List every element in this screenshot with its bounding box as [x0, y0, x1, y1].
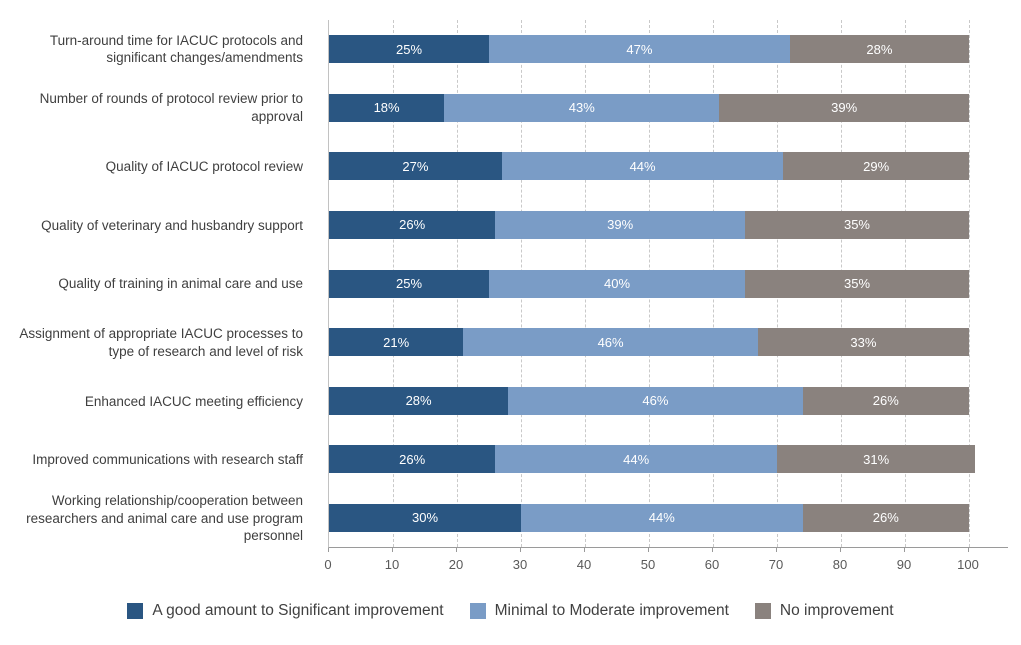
- bar-row: 21% 46% 33%: [329, 313, 1008, 372]
- bar-row: 30% 44% 26%: [329, 489, 1008, 548]
- tick-label-70: 70: [768, 557, 784, 572]
- stacked-bar: 30% 44% 26%: [329, 503, 969, 532]
- category-label: Improved communications with research st…: [32, 452, 303, 468]
- legend-swatch-dark-blue: [127, 603, 144, 619]
- bar-segment: 28%: [789, 35, 969, 64]
- stacked-bar: 25% 40% 35%: [329, 269, 969, 298]
- bar-segment: 46%: [508, 386, 803, 415]
- bar-segment: 35%: [744, 210, 969, 239]
- bar-rows: 25% 47% 28% 18% 43% 39% 27% 44% 29% 26% 39% 35% 25% 4…: [329, 20, 1008, 547]
- bar-segment: 46%: [463, 328, 758, 357]
- bar-row: 28% 46% 26%: [329, 371, 1008, 430]
- tick-mark-30: [520, 548, 521, 552]
- bar-segment: 40%: [489, 269, 745, 298]
- tick-mark-40: [584, 548, 585, 552]
- tick-label-90: 90: [896, 557, 912, 572]
- stacked-bar: 21% 46% 33%: [329, 328, 969, 357]
- legend-item-no-improvement: No improvement: [754, 602, 894, 620]
- tick-mark-100: [968, 548, 969, 552]
- bar-row: 26% 44% 31%: [329, 430, 1008, 489]
- tick-label-100: 100: [957, 557, 979, 572]
- bar-segment: 27%: [329, 152, 502, 181]
- bar-segment: 28%: [329, 386, 509, 415]
- tick-mark-0: [328, 548, 329, 552]
- legend-item-minimal-to-moderate: Minimal to Moderate improvement: [469, 602, 729, 620]
- bar-segment: 35%: [745, 269, 969, 298]
- bar-segment: 21%: [329, 328, 464, 357]
- legend-item-good-to-significant: A good amount to Significant improvement: [127, 602, 444, 620]
- bar-segment: 44%: [495, 445, 777, 474]
- bar-segment: 31%: [776, 445, 976, 474]
- tick-label-40: 40: [576, 557, 592, 572]
- bar-row: 18% 43% 39%: [329, 79, 1008, 138]
- category-label: Quality of IACUC protocol review: [105, 158, 303, 174]
- bar-segment: 47%: [489, 35, 790, 64]
- tick-label-20: 20: [448, 557, 464, 572]
- stacked-bar: 27% 44% 29%: [329, 152, 969, 181]
- stacked-bar: 28% 46% 26%: [329, 386, 969, 415]
- stacked-bar: 25% 47% 28%: [329, 35, 969, 64]
- legend-swatch-gray: [754, 603, 771, 619]
- bar-segment: 29%: [783, 152, 969, 181]
- legend-swatch-light-blue: [469, 603, 486, 619]
- bar-segment: 26%: [329, 210, 496, 239]
- bar-segment: 43%: [444, 93, 720, 122]
- bar-segment: 25%: [329, 35, 489, 64]
- tick-mark-50: [648, 548, 649, 552]
- stacked-bar: 26% 39% 35%: [329, 210, 969, 239]
- bar-row: 26% 39% 35%: [329, 196, 1008, 255]
- tick-label-50: 50: [640, 557, 656, 572]
- tick-label-60: 60: [704, 557, 720, 572]
- category-axis-labels: Turn-around time for IACUC protocols and…: [0, 20, 316, 548]
- tick-mark-10: [392, 548, 393, 552]
- category-label: Quality of training in animal care and u…: [58, 276, 303, 292]
- tick-mark-80: [840, 548, 841, 552]
- tick-mark-70: [776, 548, 777, 552]
- bar-segment: 33%: [757, 328, 969, 357]
- legend: A good amount to Significant improvement…: [0, 602, 1021, 620]
- bar-row: 25% 40% 35%: [329, 254, 1008, 313]
- bar-segment: 30%: [329, 503, 521, 532]
- bar-segment: 39%: [719, 93, 969, 122]
- tick-mark-20: [456, 548, 457, 552]
- category-label: Assignment of appropriate IACUC processe…: [19, 326, 303, 359]
- category-label: Working relationship/cooperation between…: [26, 493, 303, 544]
- bar-segment: 18%: [329, 93, 445, 122]
- category-label: Enhanced IACUC meeting efficiency: [84, 393, 303, 409]
- gridline-100: [969, 20, 970, 547]
- bar-segment: 25%: [329, 269, 489, 298]
- bar-segment: 26%: [802, 503, 969, 532]
- tick-mark-60: [712, 548, 713, 552]
- category-label: Turn-around time for IACUC protocols and…: [49, 32, 303, 66]
- category-label: Quality of veterinary and husbandry supp…: [41, 217, 303, 233]
- legend-label: No improvement: [779, 602, 894, 619]
- bar-row: 25% 47% 28%: [329, 20, 1008, 79]
- bar-segment: 26%: [802, 386, 969, 415]
- tick-label-30: 30: [512, 557, 528, 572]
- stacked-bar: 26% 44% 31%: [329, 445, 976, 474]
- bar-segment: 44%: [521, 503, 803, 532]
- category-label: Number of rounds of protocol review prio…: [39, 91, 303, 124]
- tick-label-10: 10: [384, 557, 400, 572]
- bar-segment: 39%: [495, 210, 745, 239]
- tick-label-80: 80: [832, 557, 848, 572]
- bar-segment: 44%: [501, 152, 784, 181]
- stacked-bar: 18% 43% 39%: [329, 93, 969, 122]
- tick-mark-90: [904, 548, 905, 552]
- bar-row: 27% 44% 29%: [329, 137, 1008, 196]
- legend-label: A good amount to Significant improvement: [152, 602, 444, 619]
- plot-area: 25% 47% 28% 18% 43% 39% 27% 44% 29% 26% 39% 35% 25% 4…: [328, 20, 1008, 548]
- tick-label-0: 0: [324, 557, 332, 572]
- legend-label: Minimal to Moderate improvement: [494, 602, 729, 619]
- bar-segment: 26%: [329, 445, 496, 474]
